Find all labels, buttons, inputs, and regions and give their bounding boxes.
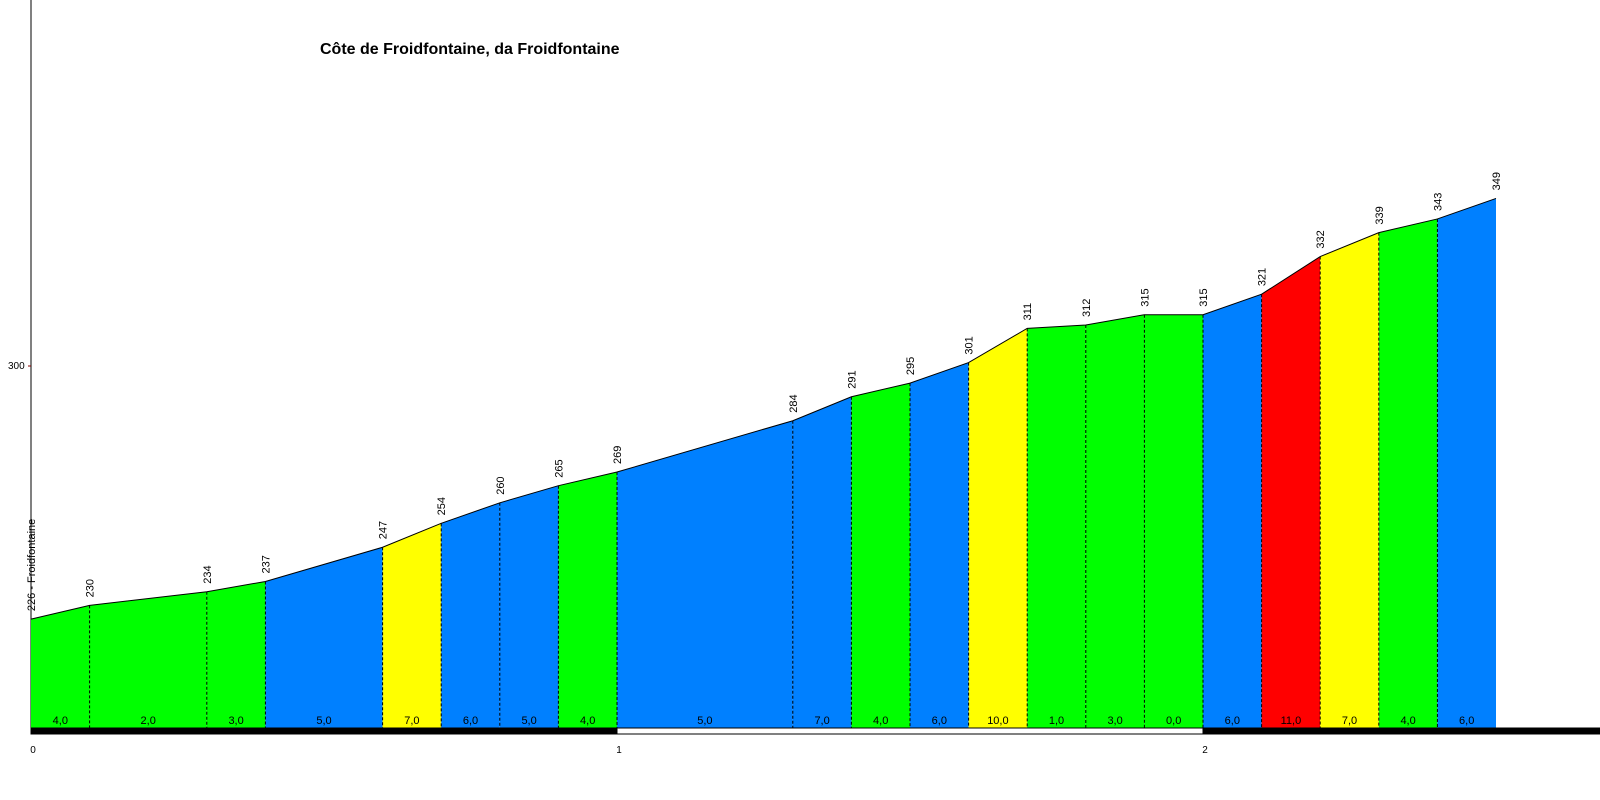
elevation-label: 237 bbox=[260, 555, 272, 573]
profile-segment-20 bbox=[1378, 218, 1438, 730]
km-bar-layer bbox=[30, 727, 1600, 735]
grade-label: 7,0 bbox=[404, 715, 419, 727]
grade-label: 4,0 bbox=[1400, 715, 1415, 727]
profile-segment-10 bbox=[792, 396, 852, 730]
profile-line bbox=[30, 197, 1497, 620]
grade-label: 5,0 bbox=[316, 715, 331, 727]
grade-label: 6,0 bbox=[1459, 715, 1474, 727]
elevation-label: 343 bbox=[1432, 193, 1444, 211]
profile-segment-6 bbox=[441, 502, 500, 730]
grade-label: 5,0 bbox=[521, 715, 536, 727]
profile-segment-19 bbox=[1320, 232, 1379, 730]
profile-segment-2 bbox=[89, 591, 207, 730]
km-bar-0 bbox=[30, 727, 618, 735]
elevation-label: 301 bbox=[964, 336, 976, 354]
profile-segment-5 bbox=[382, 523, 442, 730]
x-tick-label: 2 bbox=[1202, 745, 1208, 756]
grade-label: 3,0 bbox=[228, 715, 243, 727]
profile-segment-16 bbox=[1144, 314, 1203, 730]
profile-segment-4 bbox=[265, 547, 383, 730]
elevation-label: 311 bbox=[1022, 303, 1034, 321]
profile-segment-9 bbox=[617, 420, 793, 730]
elevation-label: 295 bbox=[905, 357, 917, 375]
elevation-label: 315 bbox=[1139, 288, 1151, 306]
chart-title: Côte de Froidfontaine, da Froidfontaine bbox=[320, 41, 620, 58]
grade-label: 6,0 bbox=[932, 715, 947, 727]
elevation-label: 284 bbox=[788, 394, 800, 412]
ticks-layer: 0 1 2 300 bbox=[8, 361, 1208, 756]
elevation-label: 230 bbox=[85, 579, 97, 597]
x-tick-label: 0 bbox=[30, 745, 36, 756]
labels-layer: 4,0 2,0 3,0 5,0 7,0 6,0 5,0 4,0 5,0 7,0 4,0 6,0 10,0… bbox=[26, 172, 1503, 727]
elevation-label: 321 bbox=[1257, 268, 1269, 286]
elevation-label: 332 bbox=[1315, 230, 1327, 248]
profile-segment-15 bbox=[1085, 314, 1145, 730]
elevation-label: 265 bbox=[553, 459, 565, 477]
km-bar-1 bbox=[616, 727, 1204, 735]
profile-segment-13 bbox=[968, 328, 1028, 730]
grade-label: 3,0 bbox=[1107, 715, 1122, 727]
grade-label: 7,0 bbox=[814, 715, 829, 727]
grade-label: 11,0 bbox=[1281, 715, 1302, 727]
profile-segment-3 bbox=[206, 581, 266, 730]
x-tick-label: 1 bbox=[616, 745, 622, 756]
elevation-label: 226 - Froidfontaine bbox=[26, 519, 38, 611]
elevation-label: 339 bbox=[1374, 206, 1386, 224]
profile-segment-17 bbox=[1203, 294, 1262, 730]
grade-label: 4,0 bbox=[53, 715, 68, 727]
grade-label: 6,0 bbox=[1225, 715, 1240, 727]
segments-layer bbox=[30, 197, 1497, 731]
elevation-label: 260 bbox=[495, 476, 507, 494]
grade-label: 0,0 bbox=[1166, 715, 1181, 727]
profile-segment-12 bbox=[910, 362, 969, 730]
grade-label: 2,0 bbox=[141, 715, 156, 727]
elevation-label: 247 bbox=[378, 521, 390, 539]
profile-segment-11 bbox=[851, 383, 910, 730]
profile-segment-21 bbox=[1437, 198, 1496, 731]
elevation-label: 349 bbox=[1491, 172, 1503, 190]
grade-label: 7,0 bbox=[1342, 715, 1357, 727]
grade-label: 6,0 bbox=[463, 715, 478, 727]
elevation-label: 254 bbox=[436, 497, 448, 515]
elevation-label: 269 bbox=[612, 446, 624, 464]
grade-label: 1,0 bbox=[1049, 715, 1064, 727]
profile-segment-1 bbox=[31, 605, 90, 730]
elevation-label: 315 bbox=[1198, 288, 1210, 306]
grade-label: 5,0 bbox=[697, 715, 712, 727]
grade-label: 4,0 bbox=[580, 715, 595, 727]
profile-segment-8 bbox=[558, 472, 617, 730]
grade-label: 10,0 bbox=[987, 715, 1008, 727]
elevation-label: 312 bbox=[1081, 299, 1093, 317]
profile-segment-18 bbox=[1261, 256, 1321, 730]
elevation-label: 234 bbox=[202, 565, 214, 583]
profile-segment-14 bbox=[1027, 324, 1086, 730]
grade-label: 4,0 bbox=[873, 715, 888, 727]
elevation-label: 291 bbox=[846, 370, 858, 388]
profile-segment-7 bbox=[499, 485, 559, 730]
y-tick-label: 300 bbox=[8, 361, 25, 372]
km-bar-2 bbox=[1202, 727, 1600, 735]
